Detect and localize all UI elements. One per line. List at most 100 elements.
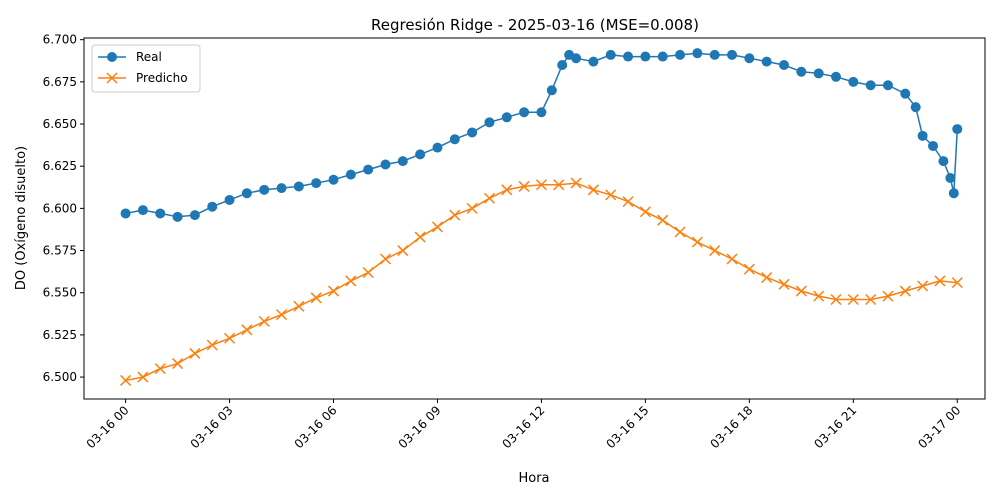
data-point [241,188,252,199]
data-point [639,206,651,218]
legend-entries: Real Predicho [98,50,188,85]
y-tick-label: 6.650 [43,117,77,131]
data-point [917,130,928,141]
data-point [155,208,166,219]
data-point [657,51,668,62]
data-point [882,290,894,302]
data-point [189,210,200,221]
data-point [501,184,513,196]
data-point [363,164,374,175]
x-tick-label: 03-16 06 [292,403,340,451]
y-tick-label: 6.675 [43,75,77,89]
data-point [120,208,131,219]
data-point [415,149,426,160]
data-point [519,107,530,118]
data-point [692,48,703,59]
data-point [813,68,824,79]
data-point [137,371,149,383]
data-point [830,293,842,306]
data-point [910,102,921,113]
data-point [761,272,773,284]
data-point [813,290,825,302]
data-point [241,324,253,336]
data-point [948,188,959,199]
data-point [848,76,859,87]
data-point [623,51,634,62]
data-point [709,245,721,257]
data-point [900,88,911,99]
data-point [709,49,720,60]
data-point [293,300,305,312]
data-point [640,51,651,62]
data-point [657,214,669,226]
data-point [546,85,557,96]
data-point [605,189,617,201]
data-point [380,159,391,170]
data-point [397,156,408,167]
data-point [327,285,340,297]
data-point [761,56,772,67]
x-tick-label: 03-16 18 [707,403,755,451]
legend-label: Real [136,50,162,64]
data-point [535,179,547,191]
data-point [553,179,565,191]
y-tick-label: 6.550 [43,286,77,300]
data-point [328,174,339,185]
data-point [206,339,218,351]
x-axis: 03-16 00 03-16 03 03-16 06 03-16 09 03-16 12… [84,399,963,451]
data-point [779,59,790,70]
data-point [207,201,218,212]
data-point [928,140,939,151]
x-tick-label: 03-17 00 [915,403,963,451]
data-point [311,178,322,189]
data-point [172,211,183,222]
data-point [431,221,443,233]
data-point [432,142,443,153]
data-point [945,173,956,184]
data-point [345,275,357,287]
legend-entry: Real [98,50,162,64]
data-point [276,183,287,194]
data-point [571,53,582,64]
data-point [899,285,911,297]
y-tick-label: 6.525 [43,328,77,342]
data-point [258,315,270,327]
data-point [795,285,807,297]
data-point [743,263,755,275]
data-point [449,209,461,221]
data-point [345,169,356,180]
series-line [125,182,958,382]
y-axis-title: DO (Oxígeno disuelto) [14,146,29,290]
data-point [951,277,963,289]
data-point [675,49,686,60]
data-point [588,56,599,67]
x-axis-title: Hora [518,471,549,486]
y-tick-label: 6.625 [43,159,77,173]
data-point [154,363,166,375]
data-point [189,347,201,359]
data-point [557,59,568,70]
data-point [310,292,322,304]
data-point [796,66,807,77]
data-point [137,205,148,216]
series-layer [120,48,963,386]
y-tick-label: 6.500 [43,370,77,384]
data-point [744,53,755,64]
data-point [259,184,270,195]
y-tick-label: 6.600 [43,201,77,215]
data-point [952,124,963,135]
legend-marker [106,72,118,84]
data-point [397,245,409,257]
data-point [865,80,876,91]
data-point [691,236,703,248]
data-point [865,293,877,306]
data-point [917,280,929,292]
data-point [293,181,304,192]
data-point [778,278,790,290]
chart-title: Regresión Ridge - 2025-03-16 (MSE=0.008) [371,16,699,34]
data-point [847,293,859,306]
data-point [466,202,478,214]
legend-marker [107,52,117,62]
data-point [726,253,738,265]
